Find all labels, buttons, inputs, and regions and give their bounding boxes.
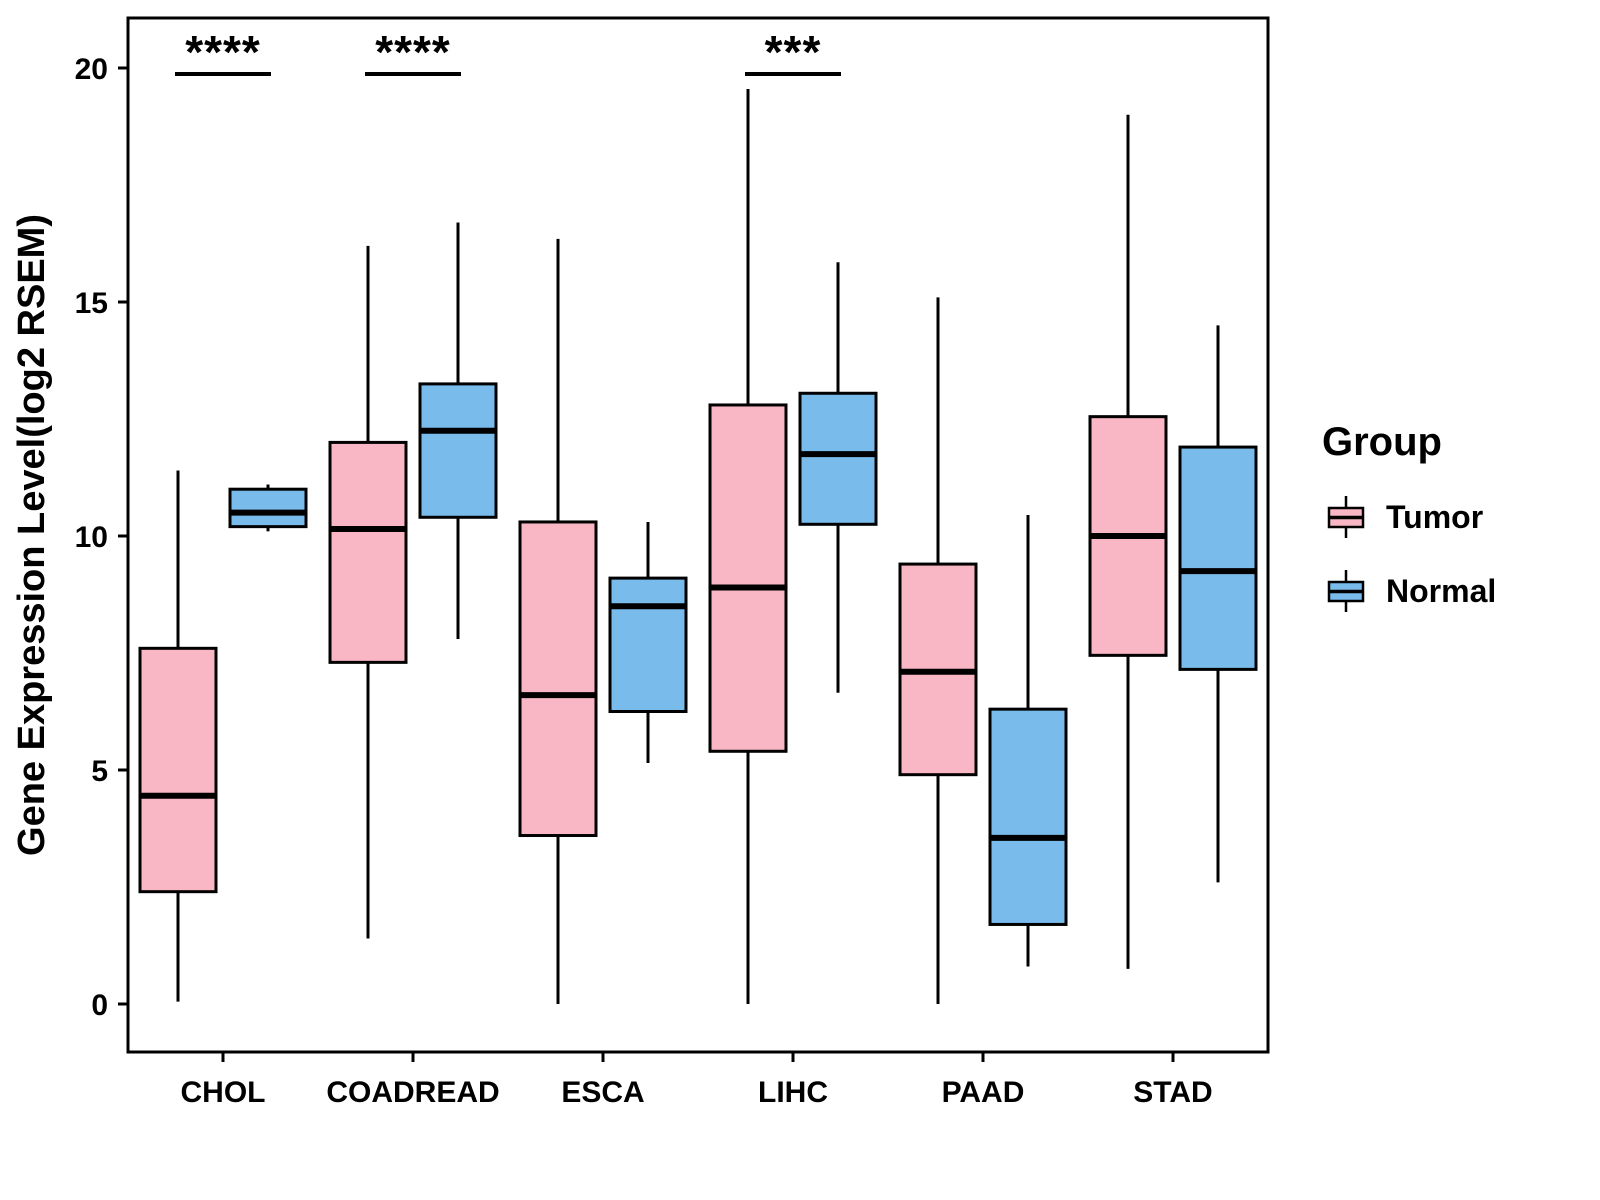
- box-Normal-LIHC: [798, 391, 878, 526]
- y-axis-title: Gene Expression Level(log2 RSEM): [11, 214, 53, 856]
- sig-label-LIHC: ***: [765, 26, 822, 78]
- box-Tumor-COADREAD: [328, 440, 408, 664]
- box-Tumor-CHOL: [138, 646, 218, 894]
- box-Normal-ESCA: [608, 576, 688, 713]
- x-tick-label: COADREAD: [326, 1076, 499, 1109]
- box-Tumor-ESCA: [518, 520, 598, 838]
- box-Normal-COADREAD: [418, 382, 498, 519]
- legend-title: Group: [1322, 420, 1442, 464]
- box-Normal-PAAD: [988, 707, 1068, 926]
- sig-label-CHOL: ****: [185, 26, 261, 78]
- legend-label-normal: Normal: [1386, 572, 1497, 609]
- legend-item-tumor: Tumor: [1322, 493, 1496, 541]
- y-tick-label: 15: [75, 287, 108, 320]
- box-Tumor-LIHC: [708, 403, 788, 753]
- legend-item-normal: Normal: [1322, 567, 1496, 615]
- x-tick-label: LIHC: [758, 1076, 828, 1109]
- legend-label-tumor: Tumor: [1386, 498, 1484, 535]
- box-Normal-CHOL: [228, 487, 308, 529]
- box-Normal-STAD: [1178, 445, 1258, 671]
- x-tick-label: PAAD: [942, 1076, 1025, 1109]
- y-tick-label: 5: [91, 755, 108, 788]
- sig-label-COADREAD: ****: [375, 26, 451, 78]
- y-tick-label: 0: [91, 989, 108, 1022]
- legend: Group Tumor Normal: [1322, 420, 1496, 641]
- y-tick-label: 20: [75, 53, 108, 86]
- y-tick-label: 10: [75, 521, 108, 554]
- normal-boxplot-key-icon: [1327, 570, 1365, 612]
- x-tick-label: CHOL: [181, 1076, 266, 1109]
- tumor-boxplot-key-icon: [1327, 496, 1365, 538]
- x-tick-label: STAD: [1133, 1076, 1212, 1109]
- x-tick-label: ESCA: [561, 1076, 644, 1109]
